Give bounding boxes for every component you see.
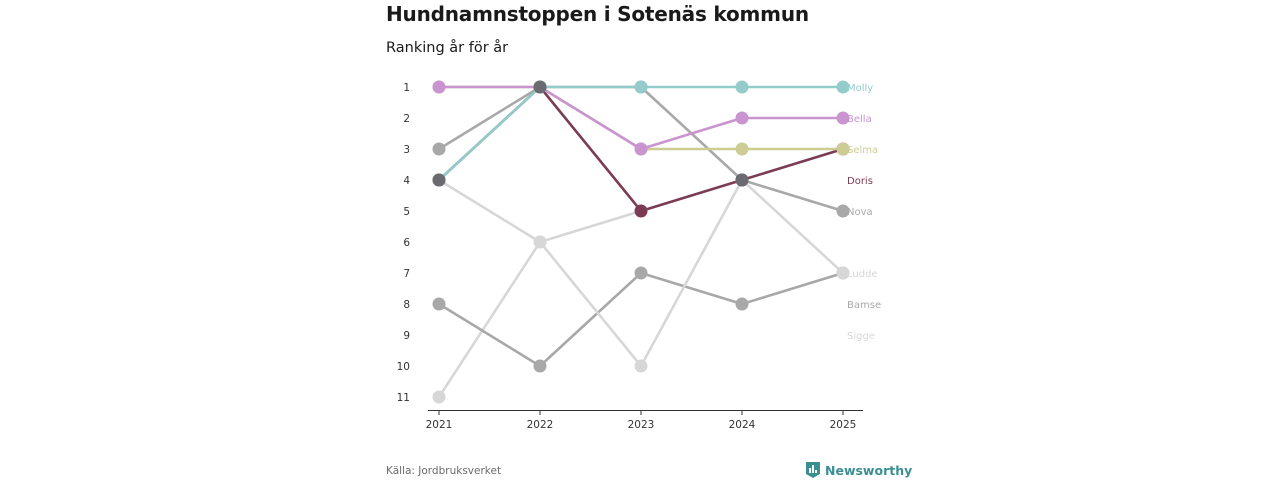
point-molly — [735, 80, 749, 94]
point-bella — [634, 142, 648, 156]
y-tick-label: 4 — [403, 175, 410, 187]
shared-point — [432, 173, 446, 187]
x-tick-label: 2024 — [729, 419, 756, 431]
series-label-bamse: Bamse — [847, 300, 881, 311]
point-doris — [634, 204, 648, 218]
y-tick-label: 2 — [403, 113, 410, 125]
y-tick-label: 1 — [403, 82, 410, 94]
y-tick-label: 11 — [397, 392, 410, 404]
axis-layer: 2021 2022 2023 2024 2025 1 2 3 4 5 6 7 8 9 10 11 — [397, 82, 863, 431]
series-label-molly: Molly — [847, 83, 873, 94]
point-ludde — [634, 359, 648, 373]
series-label-nova: Nova — [847, 207, 873, 218]
y-tick-label: 7 — [403, 268, 410, 280]
series-line-bella — [437, 85, 845, 151]
shared-point — [533, 80, 547, 94]
point-nova — [836, 204, 850, 218]
point-nova — [432, 142, 446, 156]
x-tick-label: 2022 — [527, 419, 554, 431]
x-tick-label: 2023 — [628, 419, 655, 431]
y-tick-label: 3 — [403, 144, 410, 156]
point-sigge — [432, 390, 446, 404]
series-label-sigge: Sigge — [847, 331, 875, 342]
series-line-molly — [437, 85, 845, 182]
series-label-ludde: Ludde — [847, 269, 878, 280]
point-bamse — [634, 266, 648, 280]
y-tick-label: 6 — [403, 237, 410, 249]
chart-subtitle: Ranking år för år — [386, 40, 509, 56]
x-tick-label: 2021 — [426, 419, 453, 431]
chart-title: Hundnamnstoppen i Sotenäs kommun — [386, 2, 809, 26]
series-label-bella: Bella — [847, 114, 872, 125]
shared-point — [735, 173, 749, 187]
point-bella — [432, 80, 446, 94]
y-tick-label: 8 — [403, 299, 410, 311]
brand-name: Newsworthy — [825, 462, 913, 478]
point-molly — [634, 80, 648, 94]
y-tick-label: 9 — [403, 330, 410, 342]
series-label-selma: Selma — [847, 145, 878, 156]
point-bamse — [735, 297, 749, 311]
brand-logo: Newsworthy — [806, 462, 912, 478]
point-ludde — [836, 266, 850, 280]
point-bamse — [533, 359, 547, 373]
y-tick-label: 10 — [397, 361, 410, 373]
point-selma — [735, 142, 749, 156]
point-ludde — [533, 235, 547, 249]
line-layer — [437, 85, 845, 399]
point-molly — [836, 80, 850, 94]
marker-layer — [432, 80, 850, 404]
x-tick-label: 2025 — [830, 419, 857, 431]
point-bella — [836, 111, 850, 125]
point-bamse — [432, 297, 446, 311]
point-bella — [735, 111, 749, 125]
series-label-doris: Doris — [847, 176, 873, 187]
point-selma — [836, 142, 850, 156]
label-layer: Molly Bella Selma Doris Nova Ludde Bamse Sigge — [847, 83, 881, 342]
series-line-bamse — [437, 271, 845, 368]
newsworthy-logo-icon — [806, 462, 820, 478]
y-tick-label: 5 — [403, 206, 410, 218]
source-note: Källa: Jordbruksverket — [386, 465, 502, 477]
